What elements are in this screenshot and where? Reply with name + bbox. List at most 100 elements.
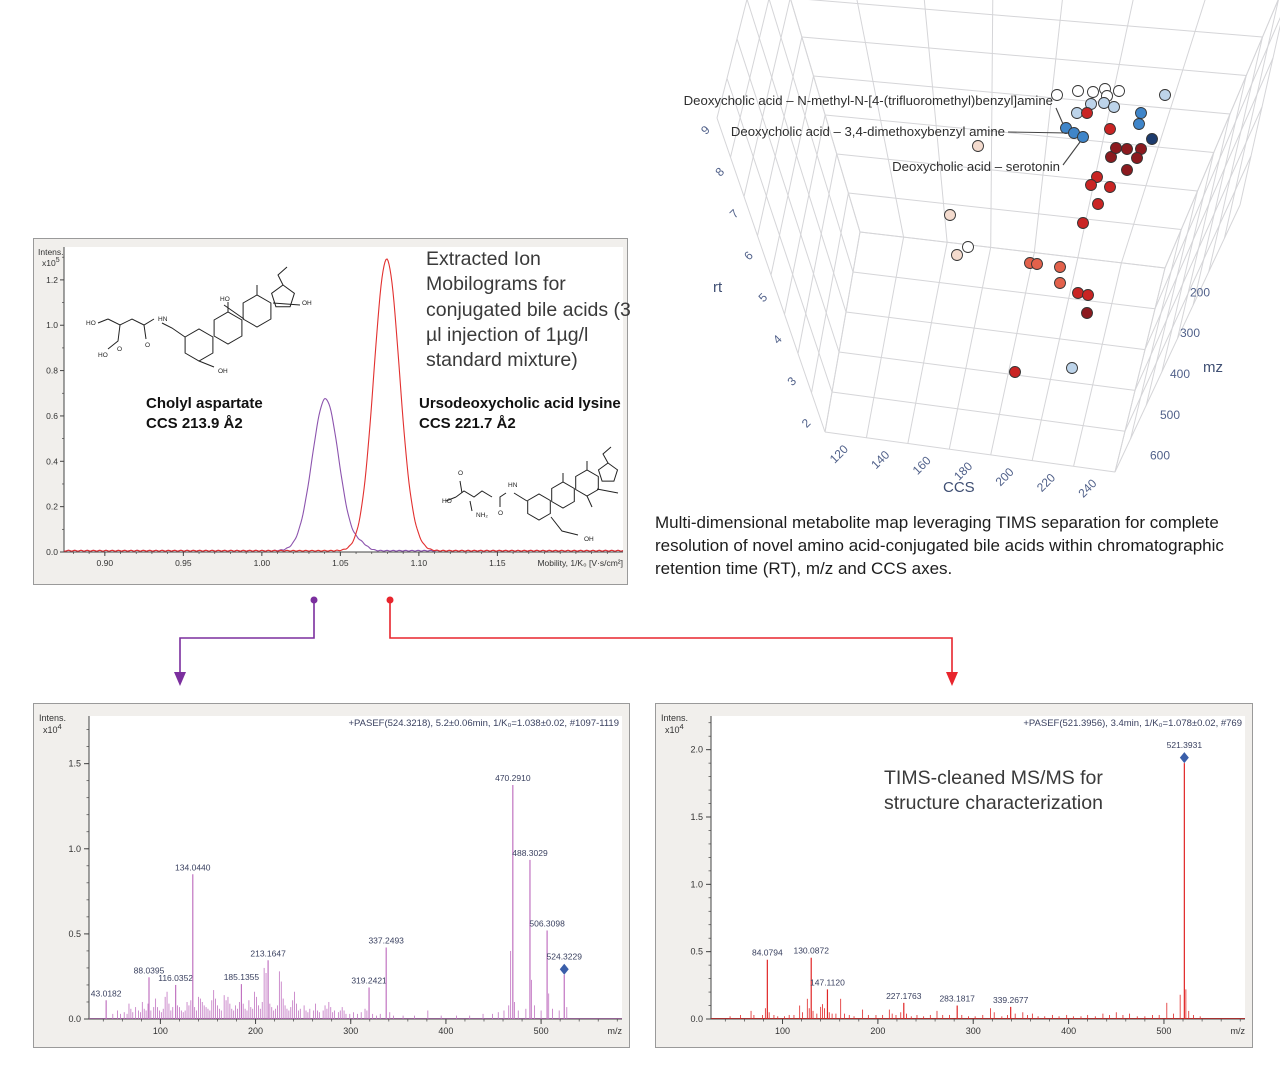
spec-y-tick: 1.5 (68, 759, 81, 769)
cholyl-aspartate-structure: HO O HO O HN HO OH OH (86, 266, 312, 375)
spec-x-axis-label: m/z (1231, 1026, 1246, 1036)
metabolite-point (1066, 362, 1078, 374)
peak-label: 521.3931 (1167, 740, 1203, 750)
metabolite-point (1082, 289, 1094, 301)
mz-tick: 500 (1160, 408, 1180, 422)
spec-x-tick: 500 (1156, 1026, 1171, 1036)
spec-y-axis-scale: x104 (43, 722, 62, 735)
udca-lysine-label: Ursodeoxycholic acid lysine CCS 221.7 Å2 (419, 394, 621, 433)
peak-label: 130.0872 (793, 946, 829, 956)
connector-arrows (174, 596, 958, 686)
peak-label: 283.1817 (939, 994, 975, 1004)
compound-name: Ursodeoxycholic acid lysine (419, 395, 621, 412)
mob-x-tick: 1.05 (332, 558, 349, 568)
spec-x-tick: 100 (153, 1026, 168, 1036)
metabolite-point (962, 241, 974, 253)
arrowhead-icon (174, 672, 186, 686)
metabolite-point (1105, 151, 1117, 163)
mob-x-tick: 0.95 (175, 558, 192, 568)
ccs-tick: 200 (993, 465, 1017, 489)
metabolite-point (1081, 307, 1093, 319)
ursodeoxycholic-acid-lysine-structure: HNONH₂HOOOHOH (442, 446, 619, 543)
atom-label: HN (158, 316, 168, 323)
rt-tick: 8 (712, 164, 727, 179)
atom-label: HN (508, 482, 518, 489)
peak-label: 524.3229 (547, 952, 583, 962)
compound-name: Cholyl aspartate (146, 395, 263, 412)
connector-dot (386, 596, 394, 604)
peak-label: 488.3029 (512, 848, 548, 858)
peak-label: 134.0440 (175, 862, 211, 872)
peak-label: 84.0794 (752, 948, 783, 958)
atom-label: HO (98, 352, 108, 359)
ccs-tick: 140 (868, 447, 892, 471)
peak-label: 116.0352 (158, 973, 193, 983)
metabolite-point (1081, 107, 1093, 119)
spec-y-tick: 0.5 (68, 929, 81, 939)
metabolite-point (1054, 277, 1066, 289)
metabolite-map-3d: 2 3 4 5 6 7 8 9 120 140 160 180 200 220 240 200 300 400 50… (655, 0, 1280, 515)
rt-tick: 7 (727, 206, 742, 221)
spec-header: +PASEF(524.3218), 5.2±0.06min, 1/K₀=1.03… (348, 718, 619, 729)
connector-dot (310, 596, 318, 604)
metabolite-point (1077, 217, 1089, 229)
cholyl-aspartate-label: Cholyl aspartate CCS 213.9 Å2 (146, 394, 263, 433)
atom-label: OH (218, 368, 228, 375)
compound-ccs: CCS 221.7 Å2 (419, 414, 516, 432)
peak-label: 185.1355 (224, 972, 260, 982)
mob-y-tick: 0.0 (46, 547, 58, 557)
atom-label: O (458, 470, 463, 477)
mz-tick: 600 (1150, 449, 1170, 463)
rt-tick: 3 (784, 374, 799, 389)
mz-tick: 200 (1190, 285, 1210, 299)
spec-y-axis-label: Intens. (39, 713, 66, 723)
metabolite-point (1159, 89, 1171, 101)
atom-label: O (145, 342, 150, 349)
ccs-tick: 240 (1075, 476, 1099, 500)
mob-y-axis-scale: x105 (42, 257, 60, 268)
spec-header: +PASEF(521.3956), 3.4min, 1/K₀=1.078±0.0… (1023, 718, 1242, 729)
metabolite-point (1031, 258, 1043, 270)
metabolite-point (1131, 152, 1143, 164)
spec-y-tick: 0.5 (690, 947, 703, 957)
metabolite-point (1104, 123, 1116, 135)
metabolite-point (1104, 181, 1116, 193)
mob-x-tick: 1.10 (411, 558, 428, 568)
metabolite-point (1098, 97, 1110, 109)
rt-axis-title: rt (713, 279, 723, 296)
atom-label: O (117, 346, 122, 353)
mob-y-axis-label: Intens. (38, 247, 64, 257)
spec-y-tick: 1.0 (68, 844, 81, 854)
map-caption: Multi-dimensional metabolite map leverag… (655, 513, 1224, 579)
spec-y-tick: 1.5 (690, 812, 703, 822)
peak-label: 337.2493 (368, 936, 404, 946)
mob-x-axis-label: Mobility, 1/K₀ [V·s/cm²] (537, 558, 623, 568)
peak-label: 43.0182 (91, 988, 122, 998)
annotation-label: Deoxycholic acid – 3,4-dimethoxybenzyl a… (731, 124, 1005, 139)
spec-x-axis-label: m/z (608, 1026, 623, 1036)
annotation-label: Deoxycholic acid – N-methyl-N-[4-(triflu… (684, 93, 1053, 108)
metabolite-point (1051, 89, 1063, 101)
rt-tick: 6 (741, 248, 756, 263)
spec-x-tick: 300 (343, 1026, 358, 1036)
mob-y-tick: 0.4 (46, 456, 58, 466)
peak-label: 319.2421 (351, 976, 387, 986)
atom-label: OH (584, 536, 594, 543)
precursor-diamond-icon (559, 963, 569, 975)
atom-label: NH₂ (476, 512, 488, 519)
spec-x-tick: 400 (438, 1026, 453, 1036)
compound-ccs: CCS 213.9 Å2 (146, 414, 243, 432)
peak-label: 506.3098 (529, 918, 565, 928)
mz-tick: 400 (1170, 367, 1190, 381)
spec-x-tick: 200 (870, 1026, 885, 1036)
metabolite-point (1113, 85, 1125, 97)
spec-y-axis-label: Intens. (661, 713, 688, 723)
spec-x-tick: 100 (775, 1026, 790, 1036)
mob-x-tick: 1.00 (254, 558, 271, 568)
arrowhead-icon (946, 672, 958, 686)
rt-tick: 2 (799, 416, 814, 431)
metabolite-point (1009, 366, 1021, 378)
annotation-leader-line (1055, 107, 1064, 125)
